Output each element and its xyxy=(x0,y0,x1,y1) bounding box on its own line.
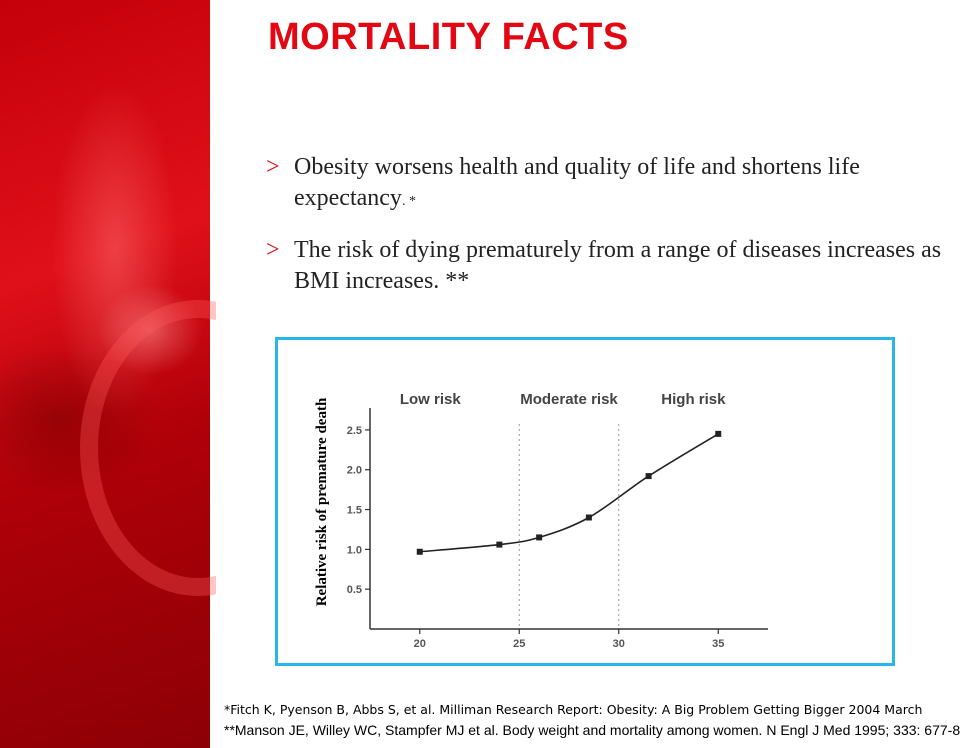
bullet-item: > Obesity worsens health and quality of l… xyxy=(266,152,946,217)
bullet-list: > Obesity worsens health and quality of l… xyxy=(266,152,946,315)
x-tick-label: 30 xyxy=(613,638,625,650)
bullet-marker: > xyxy=(266,154,280,180)
y-tick-label: 1.0 xyxy=(347,544,362,556)
y-tick-label: 2.5 xyxy=(347,425,362,437)
risk-chart: Relative risk of premature death 0.5 1.0 1… xyxy=(314,391,768,650)
series-line xyxy=(419,433,719,553)
chart-frame: Relative risk of premature death 0.5 1.0 1… xyxy=(275,337,895,666)
zone-label: Low risk xyxy=(400,391,462,408)
reference-1: *Fitch K, Pyenson B, Abbs S, et al. Mill… xyxy=(224,702,923,717)
data-point xyxy=(496,541,503,548)
data-point xyxy=(416,548,423,555)
y-tick-label: 0.5 xyxy=(347,584,362,596)
bullet-marker: > xyxy=(266,237,280,263)
x-tick-label: 25 xyxy=(513,638,525,650)
y-tick-label: 2.0 xyxy=(347,465,362,477)
bullet-text: Obesity worsens health and quality of li… xyxy=(294,154,860,211)
data-point xyxy=(585,514,592,521)
data-point xyxy=(645,473,652,480)
zone-label: Moderate risk xyxy=(520,391,618,408)
y-tick-label: 1.5 xyxy=(347,505,362,517)
bullet-text: The risk of dying prematurely from a ran… xyxy=(294,237,942,294)
decorative-side-image xyxy=(0,0,210,748)
slide-title: MORTALITY FACTS xyxy=(268,16,629,58)
x-tick-label: 35 xyxy=(712,638,724,650)
data-point xyxy=(715,430,722,437)
references: *Fitch K, Pyenson B, Abbs S, et al. Mill… xyxy=(224,700,960,740)
x-tick-label: 20 xyxy=(414,638,426,650)
zone-label: High risk xyxy=(661,391,726,408)
bullet-item: > The risk of dying prematurely from a ra… xyxy=(266,235,946,297)
y-axis-label: Relative risk of premature death xyxy=(314,397,330,606)
data-point xyxy=(536,534,543,541)
bullet-footnote-marker: . * xyxy=(401,194,416,209)
reference-2: **Manson JE, Willey WC, Stampfer MJ et a… xyxy=(224,722,960,738)
